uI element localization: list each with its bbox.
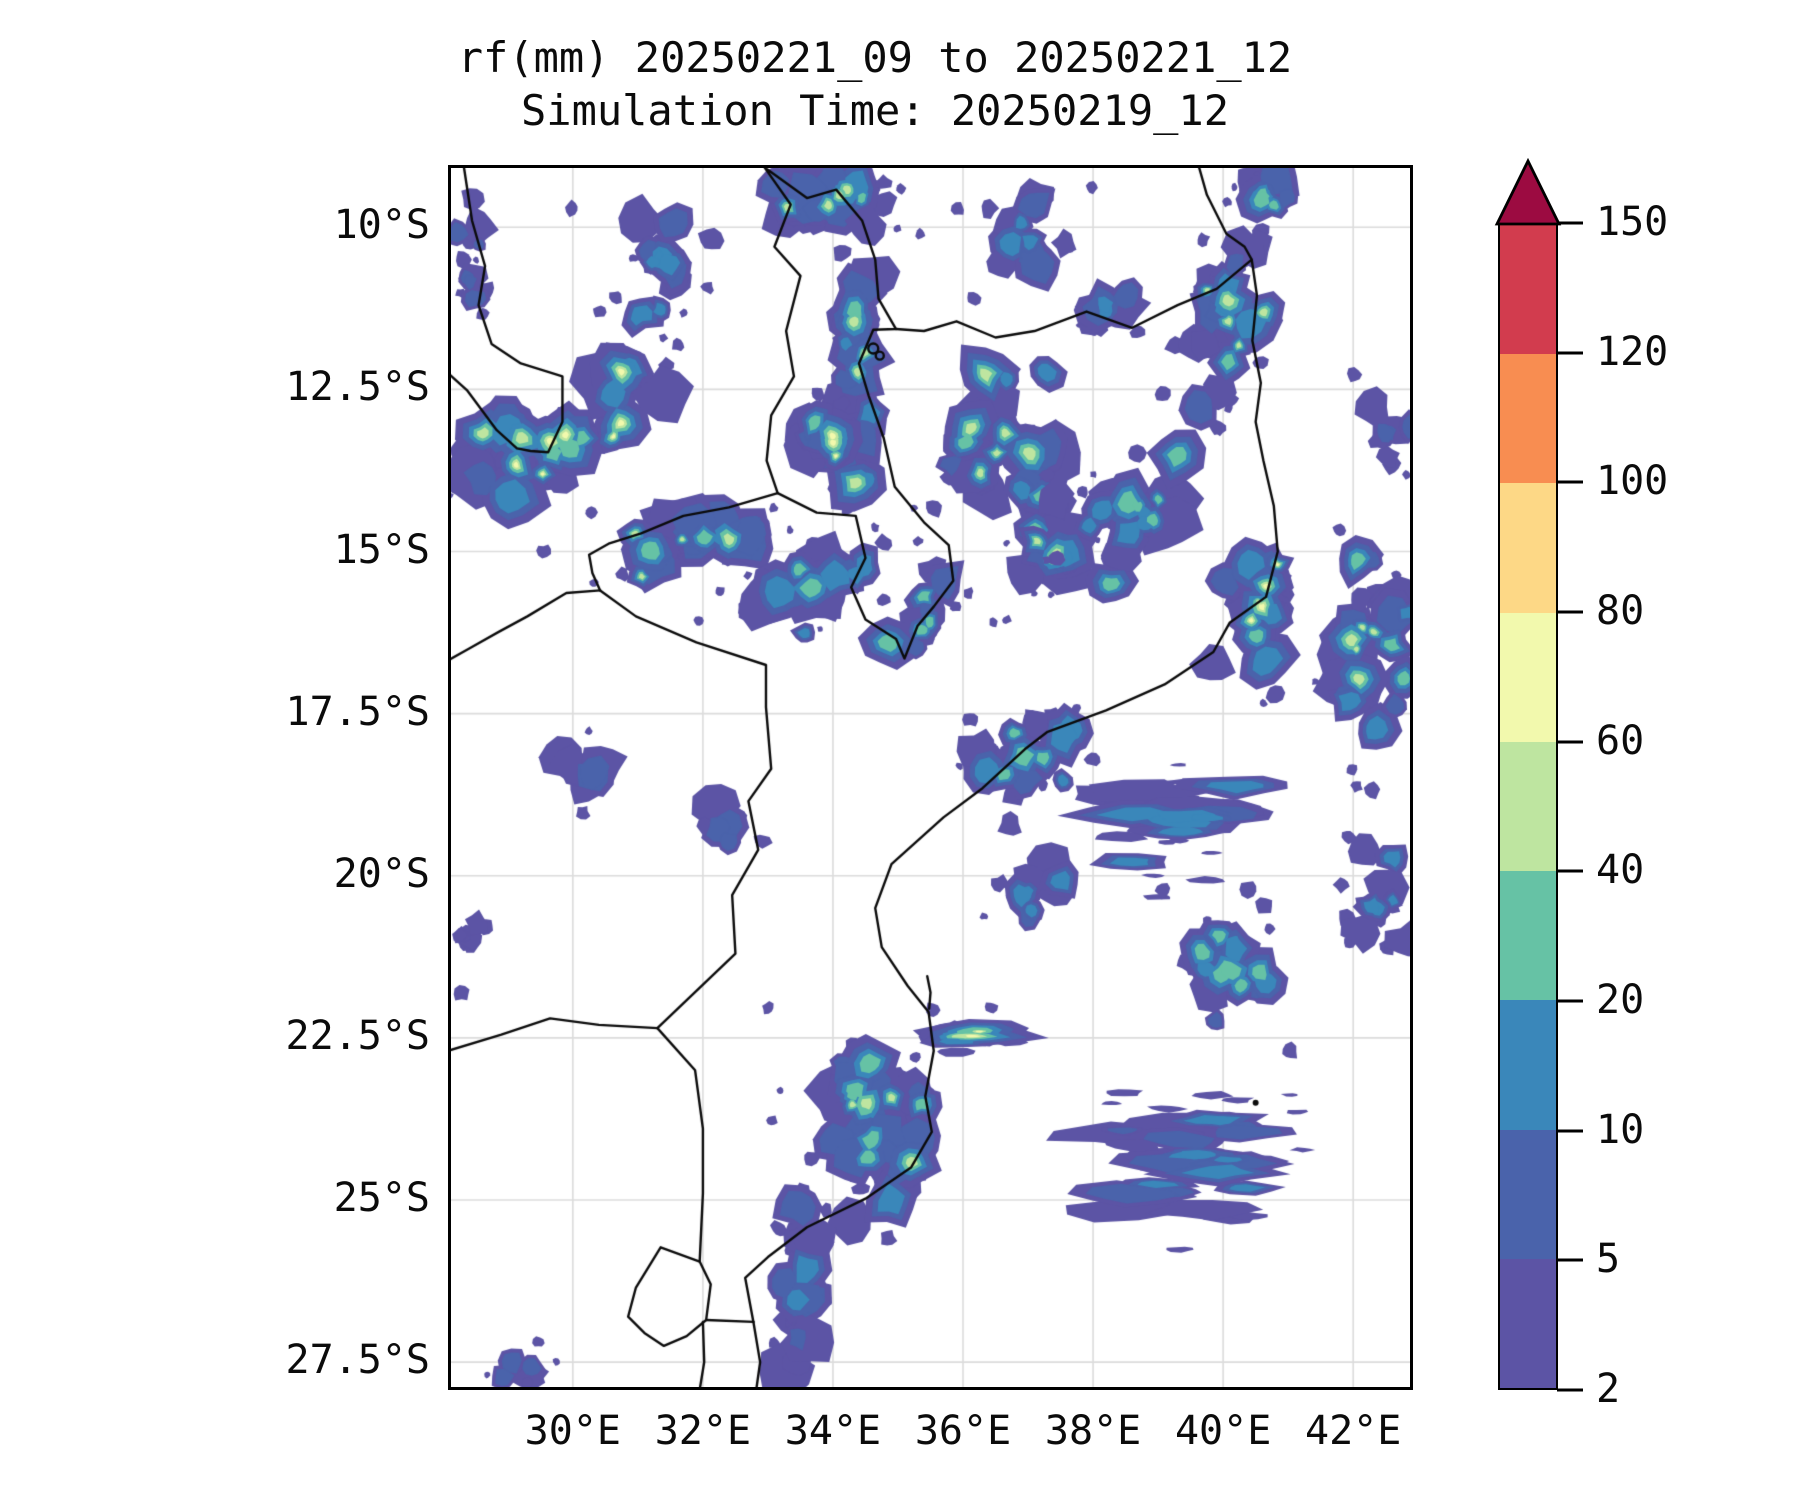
colorbar-tick [1557, 1129, 1583, 1133]
colorbar-segment [1500, 1258, 1556, 1388]
colorbar-tick-label: 100 [1596, 458, 1669, 505]
colorbar-segment [1500, 1000, 1556, 1130]
colorbar-tick-label: 40 [1596, 847, 1645, 894]
y-tick-label: 12.5°S [285, 364, 431, 411]
colorbar-tick [1557, 351, 1583, 355]
colorbar-tick [1557, 999, 1583, 1003]
y-tick-label: 27.5°S [285, 1337, 431, 1384]
colorbar-segment [1500, 871, 1556, 1001]
colorbar-tick-label: 150 [1596, 199, 1669, 246]
x-tick-label: 30°E [524, 1408, 622, 1454]
colorbar-tick [1557, 221, 1583, 225]
colorbar-tick [1557, 480, 1583, 484]
x-tick-label: 34°E [784, 1408, 882, 1454]
colorbar-segment [1500, 741, 1556, 872]
colorbar-tick [1557, 1258, 1583, 1262]
colorbar-segment [1500, 225, 1556, 355]
colorbar-tick-label: 5 [1596, 1236, 1621, 1283]
colorbar-tick [1557, 869, 1583, 873]
colorbar-segment [1500, 1129, 1556, 1259]
colorbar-segment [1500, 612, 1556, 742]
colorbar-tick [1557, 740, 1583, 744]
x-tick-label: 42°E [1305, 1408, 1402, 1454]
colorbar-tick-label: 120 [1596, 328, 1669, 375]
colorbar-segment [1500, 483, 1556, 613]
y-tick-label: 17.5°S [285, 688, 431, 735]
y-tick-label: 25°S [333, 1175, 430, 1222]
colorbar-tick [1557, 610, 1583, 614]
colorbar-tick-label: 80 [1596, 588, 1645, 635]
y-tick-label: 20°S [333, 850, 430, 897]
x-tick-label: 38°E [1044, 1408, 1142, 1454]
colorbar-tick [1557, 1388, 1583, 1392]
colorbar-segment [1500, 354, 1556, 484]
colorbar-tick-label: 10 [1596, 1106, 1645, 1153]
figure-title-line2: Simulation Time: 20250219_12 [520, 86, 1230, 135]
rainfall-map-canvas [448, 165, 1413, 1390]
colorbar-extend-arrow [1494, 158, 1562, 226]
colorbar [1498, 223, 1558, 1390]
x-tick-label: 36°E [914, 1408, 1012, 1454]
colorbar-tick-label: 2 [1596, 1366, 1621, 1413]
colorbar-tick-label: 60 [1596, 717, 1645, 764]
x-tick-label: 32°E [654, 1408, 752, 1454]
y-tick-label: 22.5°S [285, 1013, 431, 1060]
figure-title-line1: rf(mm) 20250221_09 to 20250221_12 [457, 33, 1293, 82]
colorbar-tick-label: 20 [1596, 977, 1645, 1024]
y-tick-label: 15°S [333, 526, 430, 573]
y-tick-label: 10°S [333, 202, 430, 249]
x-tick-label: 40°E [1174, 1408, 1272, 1454]
